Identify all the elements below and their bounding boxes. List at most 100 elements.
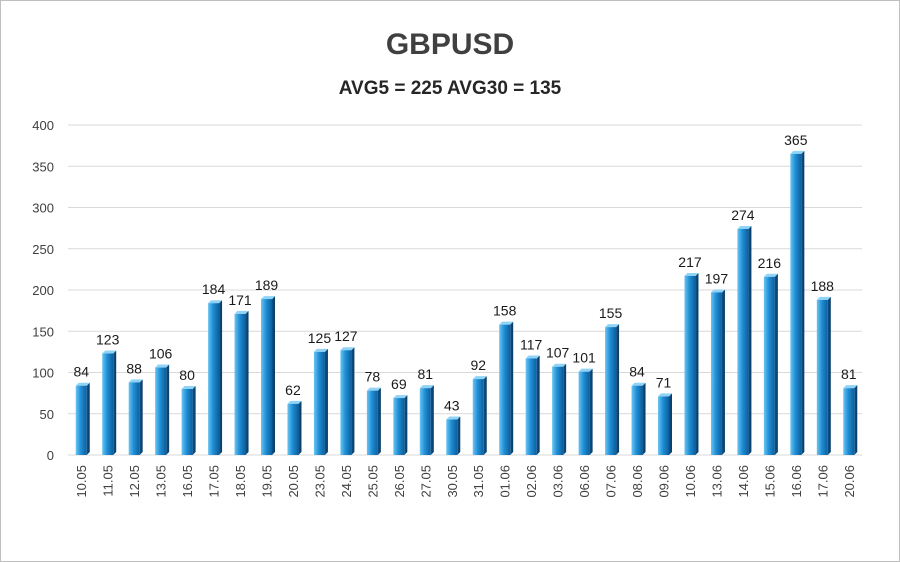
bar-face <box>843 388 855 455</box>
data-label: 274 <box>731 207 755 223</box>
bar-face <box>287 403 299 455</box>
bar-face <box>816 299 828 455</box>
data-label: 188 <box>811 278 835 294</box>
bar-top <box>102 350 117 354</box>
bar-side <box>642 382 646 455</box>
y-axis-ticks: 0 50 100 150 200 250 300 350 400 <box>32 118 54 463</box>
y-tick-label: 200 <box>32 283 54 298</box>
data-label: 125 <box>308 330 332 346</box>
bar-top <box>208 300 223 304</box>
bar-top <box>419 385 434 389</box>
bar-top <box>261 296 275 300</box>
data-label: 171 <box>228 292 252 308</box>
bar-top <box>181 386 196 389</box>
x-tick-label: 12.05 <box>127 465 142 498</box>
bar-face <box>366 390 378 455</box>
bar <box>102 350 117 455</box>
bar <box>605 324 620 455</box>
x-tick-label: 16.05 <box>180 465 195 498</box>
bar-side <box>192 386 196 455</box>
bar-side <box>166 364 170 455</box>
bar-face <box>763 276 775 455</box>
bar-side <box>430 385 434 455</box>
data-label: 106 <box>149 346 173 362</box>
bar-side <box>827 296 831 455</box>
x-tick-label: 08.06 <box>630 465 645 498</box>
bar-top <box>340 347 355 351</box>
bar-side <box>351 347 355 455</box>
bar-side <box>510 321 514 455</box>
bar-side <box>457 416 461 455</box>
bar-side <box>219 300 223 455</box>
bar-side <box>139 379 143 455</box>
bar-face <box>578 371 590 455</box>
bar <box>472 376 487 455</box>
data-label: 92 <box>470 357 486 373</box>
bar-side <box>298 400 302 455</box>
bar <box>763 273 778 455</box>
bar <box>658 393 672 455</box>
bar-top <box>472 376 487 380</box>
x-tick-label: 03.06 <box>551 465 566 498</box>
bar-face <box>658 396 669 455</box>
bar-side <box>404 395 408 455</box>
bar-face <box>710 292 722 455</box>
gridlines <box>68 124 862 456</box>
bar <box>128 379 143 455</box>
bar-top <box>710 289 725 293</box>
x-tick-label: 17.06 <box>815 465 830 498</box>
bar-face <box>261 299 272 455</box>
bar-side <box>272 296 275 455</box>
bar-face <box>525 358 537 455</box>
bar-face <box>499 324 511 455</box>
bar-face <box>393 398 405 455</box>
bar-top <box>552 363 567 367</box>
chart-subtitle: AVG5 = 225 AVG30 = 135 <box>338 78 562 99</box>
x-tick-label: 19.05 <box>260 465 275 498</box>
bar <box>578 368 593 455</box>
bar <box>552 363 567 455</box>
bar-face <box>419 388 431 455</box>
bar-side <box>377 387 381 455</box>
data-label: 117 <box>520 336 543 352</box>
x-tick-label: 10.06 <box>683 465 698 498</box>
data-label: 84 <box>629 364 645 380</box>
x-tick-label: 11.05 <box>101 465 116 497</box>
data-label: 197 <box>705 270 729 286</box>
data-label: 81 <box>841 366 857 382</box>
bar-face <box>605 327 617 455</box>
x-tick-label: 15.06 <box>762 465 777 498</box>
bar <box>843 385 858 455</box>
data-label: 71 <box>656 374 672 390</box>
x-tick-label: 23.05 <box>312 465 327 498</box>
bar-face <box>208 303 220 455</box>
data-label: 158 <box>493 303 517 319</box>
y-tick-label: 50 <box>40 407 54 422</box>
bar <box>208 300 223 455</box>
bar-face <box>340 350 352 455</box>
bar-side <box>669 393 672 455</box>
bar <box>710 289 725 455</box>
x-tick-label: 24.05 <box>339 465 354 498</box>
bar-side <box>721 289 725 455</box>
bar <box>446 416 461 455</box>
bar <box>366 387 381 455</box>
bar-side <box>774 273 778 455</box>
data-label: 155 <box>599 305 623 321</box>
bar-side <box>483 376 487 455</box>
bar <box>340 347 355 455</box>
bar <box>631 382 646 455</box>
bar-side <box>695 272 699 455</box>
x-tick-label: 10.05 <box>74 465 89 498</box>
bar-side <box>589 368 593 455</box>
bar-top <box>525 355 540 359</box>
bar-side <box>536 355 540 455</box>
x-tick-label: 20.06 <box>842 465 857 498</box>
x-axis-ticks: 10.05 11.05 12.05 13.05 16.05 17.05 18.05 19.05… <box>74 465 857 498</box>
data-label: 101 <box>572 350 596 366</box>
data-label: 184 <box>202 281 226 297</box>
bar-top <box>578 368 593 372</box>
bar <box>313 348 328 455</box>
y-tick-label: 350 <box>32 159 54 174</box>
